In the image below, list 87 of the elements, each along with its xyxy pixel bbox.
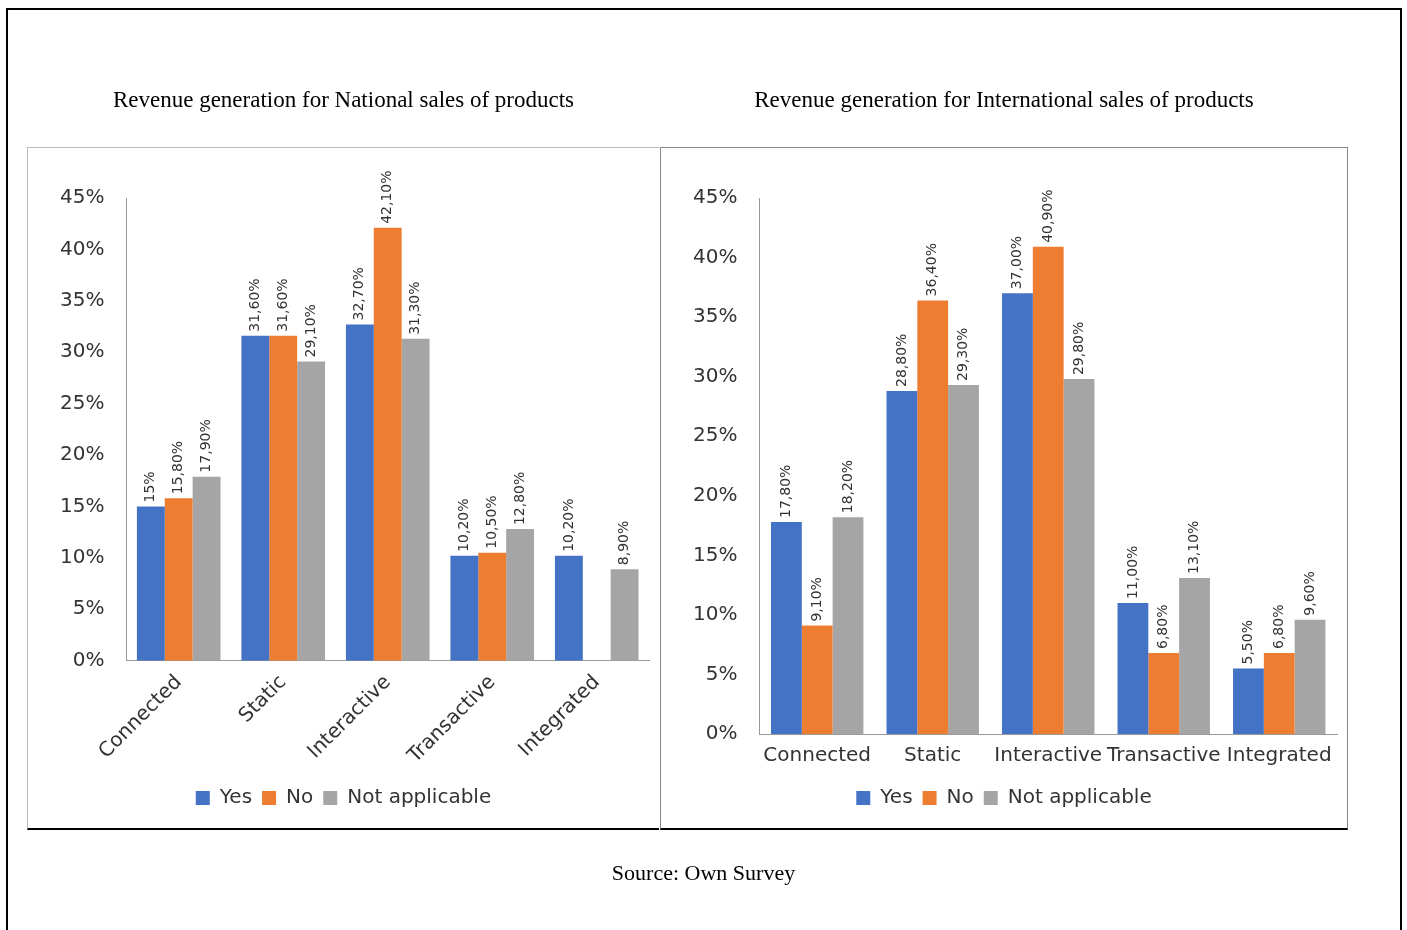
data-label: 13,10%	[1185, 520, 1202, 574]
bar	[917, 300, 949, 734]
bar	[241, 335, 270, 661]
bar	[297, 361, 326, 661]
x-tick-label: Interactive	[994, 742, 1103, 767]
data-label: 12,80%	[510, 471, 527, 526]
bar	[164, 498, 193, 661]
data-label: 37,00%	[1008, 235, 1025, 290]
bar	[373, 227, 402, 661]
data-label: 10,50%	[482, 495, 499, 549]
data-label: 31,60%	[273, 278, 290, 332]
x-tick-label: Integrated	[1226, 742, 1332, 767]
data-label: 17,80%	[777, 464, 794, 518]
data-label: 9,10%	[807, 577, 824, 622]
bar	[1233, 668, 1264, 734]
y-tick-label: 20%	[60, 441, 105, 466]
bar	[269, 335, 298, 661]
bar	[801, 625, 833, 734]
data-label: 29,30%	[954, 327, 971, 381]
data-label: 32,70%	[350, 267, 367, 321]
bar	[401, 338, 430, 661]
bar	[1148, 653, 1180, 734]
y-tick-label: 10%	[693, 601, 738, 626]
data-label: 15,80%	[169, 440, 186, 495]
bar	[1002, 293, 1033, 734]
data-label: 40,90%	[1038, 189, 1055, 243]
data-label: 29,80%	[1069, 321, 1086, 376]
data-label: 18,20%	[838, 459, 855, 514]
x-tick-label: Connected	[763, 742, 872, 767]
data-label: 31,30%	[406, 281, 423, 335]
y-tick-label: 15%	[693, 541, 738, 566]
y-tick-label: 20%	[693, 481, 738, 506]
y-tick-label: 40%	[693, 243, 738, 268]
data-label: 9,60%	[1300, 571, 1317, 616]
x-tick-label: Transactive	[1105, 742, 1221, 767]
data-label: 29,10%	[301, 304, 318, 358]
data-label: 42,10%	[378, 170, 395, 224]
bar	[1263, 653, 1295, 734]
bar	[192, 476, 221, 661]
bar	[886, 390, 918, 734]
y-tick-label: 35%	[60, 287, 105, 312]
y-tick-label: 25%	[60, 389, 105, 414]
source-note: Source: Own Survey	[610, 860, 797, 886]
data-label: 6,80%	[1154, 604, 1171, 649]
data-label: 28,80%	[892, 333, 909, 387]
y-tick-label: 5%	[705, 660, 738, 685]
data-label: 31,60%	[245, 278, 262, 332]
bar	[345, 324, 374, 661]
x-tick-label: Static	[904, 742, 962, 767]
y-tick-label: 0%	[705, 720, 738, 745]
legend-label: Yes	[218, 784, 253, 809]
data-label: 11,00%	[1123, 545, 1140, 599]
y-tick-label: 30%	[693, 362, 738, 387]
bar	[1117, 602, 1149, 734]
bar	[1032, 246, 1064, 734]
bar	[771, 521, 802, 734]
legend-label: No	[946, 784, 974, 809]
y-tick-label: 30%	[60, 338, 105, 363]
bar	[506, 529, 535, 661]
bar	[478, 552, 507, 661]
data-label: 10,20%	[455, 498, 472, 552]
y-tick-label: 15%	[60, 492, 105, 517]
legend-label: No	[286, 784, 314, 809]
data-label: 36,40%	[923, 243, 940, 297]
y-tick-label: 40%	[60, 235, 105, 260]
y-tick-label: 10%	[60, 544, 105, 569]
data-label: 17,90%	[197, 419, 214, 473]
data-label: 15%	[141, 471, 158, 503]
legend-label: Not applicable	[1007, 784, 1152, 809]
chart-title: Revenue generation for International sales of products	[753, 87, 1255, 113]
y-tick-label: 25%	[693, 422, 738, 447]
data-label: 6,80%	[1269, 604, 1286, 649]
legend-label: Yes	[879, 784, 913, 809]
y-tick-label: 35%	[693, 303, 738, 328]
legend-label: Not applicable	[347, 784, 492, 809]
y-tick-label: 0%	[72, 646, 105, 671]
bar	[136, 506, 165, 661]
bar	[554, 555, 583, 661]
bar	[450, 555, 479, 661]
y-tick-label: 45%	[693, 184, 738, 209]
data-label: 5,50%	[1239, 620, 1256, 665]
chart-title: Revenue generation for National sales of products	[111, 87, 576, 113]
data-label: 8,90%	[615, 520, 632, 566]
data-label: 10,20%	[559, 498, 576, 552]
y-tick-label: 45%	[60, 184, 105, 209]
bar	[610, 569, 639, 661]
y-tick-label: 5%	[72, 595, 105, 620]
